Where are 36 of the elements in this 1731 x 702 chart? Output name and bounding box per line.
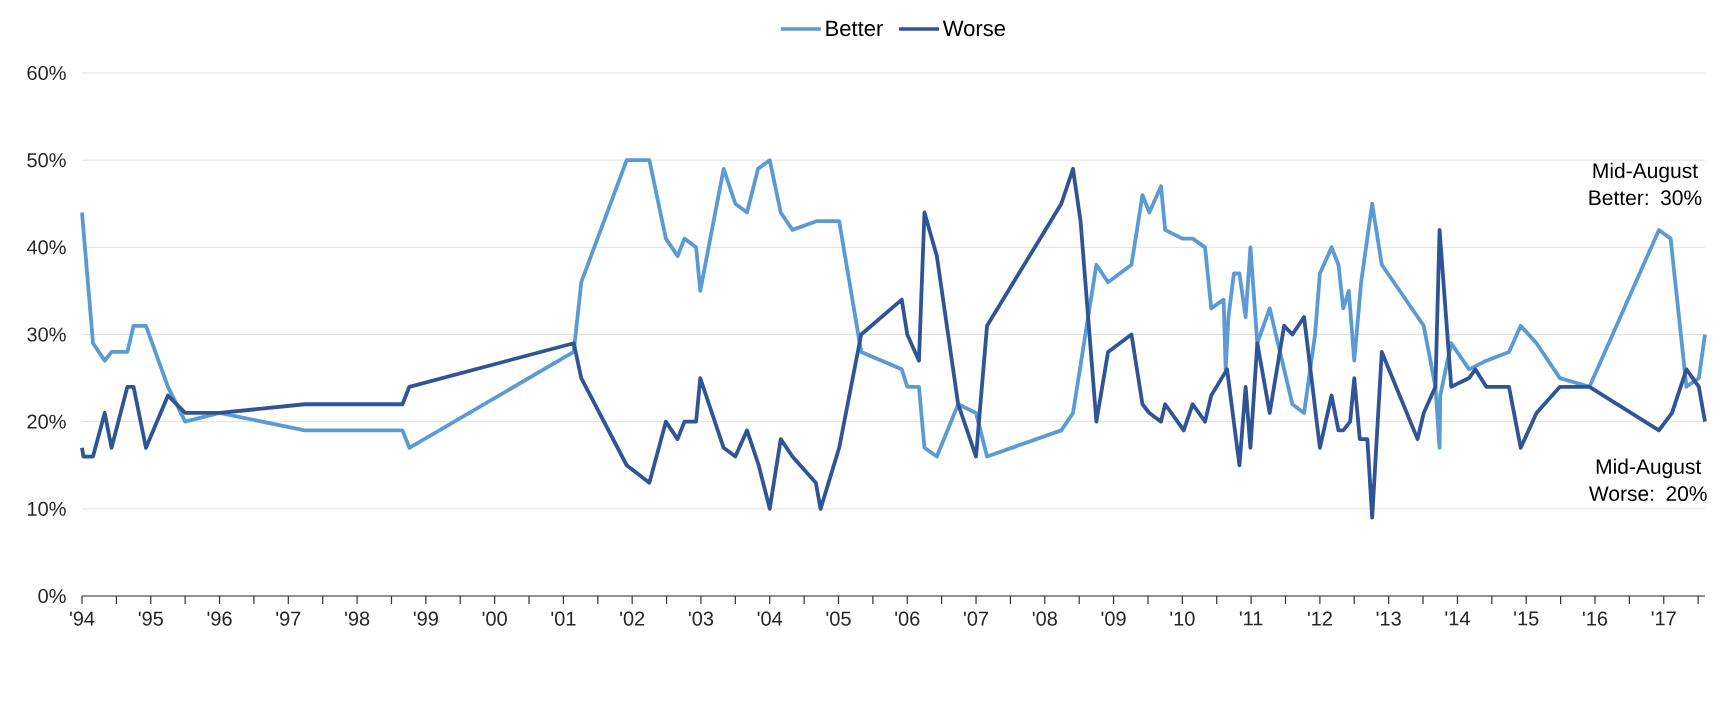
x-tick-label: '94: [69, 611, 95, 626]
x-tick-label: '96: [207, 611, 232, 626]
y-tick-label: 0%: [38, 588, 66, 604]
x-tick-label: '13: [1376, 611, 1401, 626]
x-tick-label: '07: [964, 611, 989, 626]
x-tick-label: '16: [1582, 611, 1608, 626]
legend-label: Worse: [942, 20, 1005, 37]
x-tick-label: '05: [826, 611, 851, 626]
y-tick-label: 30%: [27, 327, 66, 342]
y-tick-label: 40%: [26, 240, 66, 255]
y-tick-label: 50%: [27, 153, 66, 168]
x-tick-label: '09: [1101, 611, 1126, 626]
x-tick-label: '06: [895, 611, 920, 626]
annotation: Mid-August Worse: 20%: [1588, 458, 1707, 502]
annotation: Mid-August Better: 30%: [1589, 162, 1702, 206]
x-tick-label: '99: [413, 611, 438, 626]
x-tick-label: '97: [276, 611, 301, 626]
x-tick-label: '01: [551, 611, 576, 626]
x-tick-label: '00: [482, 611, 507, 626]
x-tick-label: '95: [138, 611, 163, 626]
legend-label: Better: [826, 20, 883, 37]
x-tick-label: '03: [688, 611, 714, 626]
x-tick-label: '15: [1514, 611, 1539, 626]
x-tick-label: '98: [345, 611, 370, 626]
line-series: [80, 158, 1707, 459]
y-tick-label: 10%: [27, 501, 66, 516]
x-tick-label: '14: [1445, 611, 1470, 626]
x-tick-label: '11: [1239, 611, 1263, 626]
y-tick-label: 20%: [27, 414, 66, 429]
x-tick-label: '10: [1170, 611, 1195, 626]
y-tick-label: 60%: [27, 65, 66, 81]
x-tick-label: '02: [620, 611, 645, 626]
x-tick-label: '17: [1651, 611, 1676, 626]
x-tick-label: '12: [1307, 611, 1332, 626]
x-tick-label: '04: [757, 611, 783, 626]
x-tick-label: '08: [1032, 611, 1057, 626]
